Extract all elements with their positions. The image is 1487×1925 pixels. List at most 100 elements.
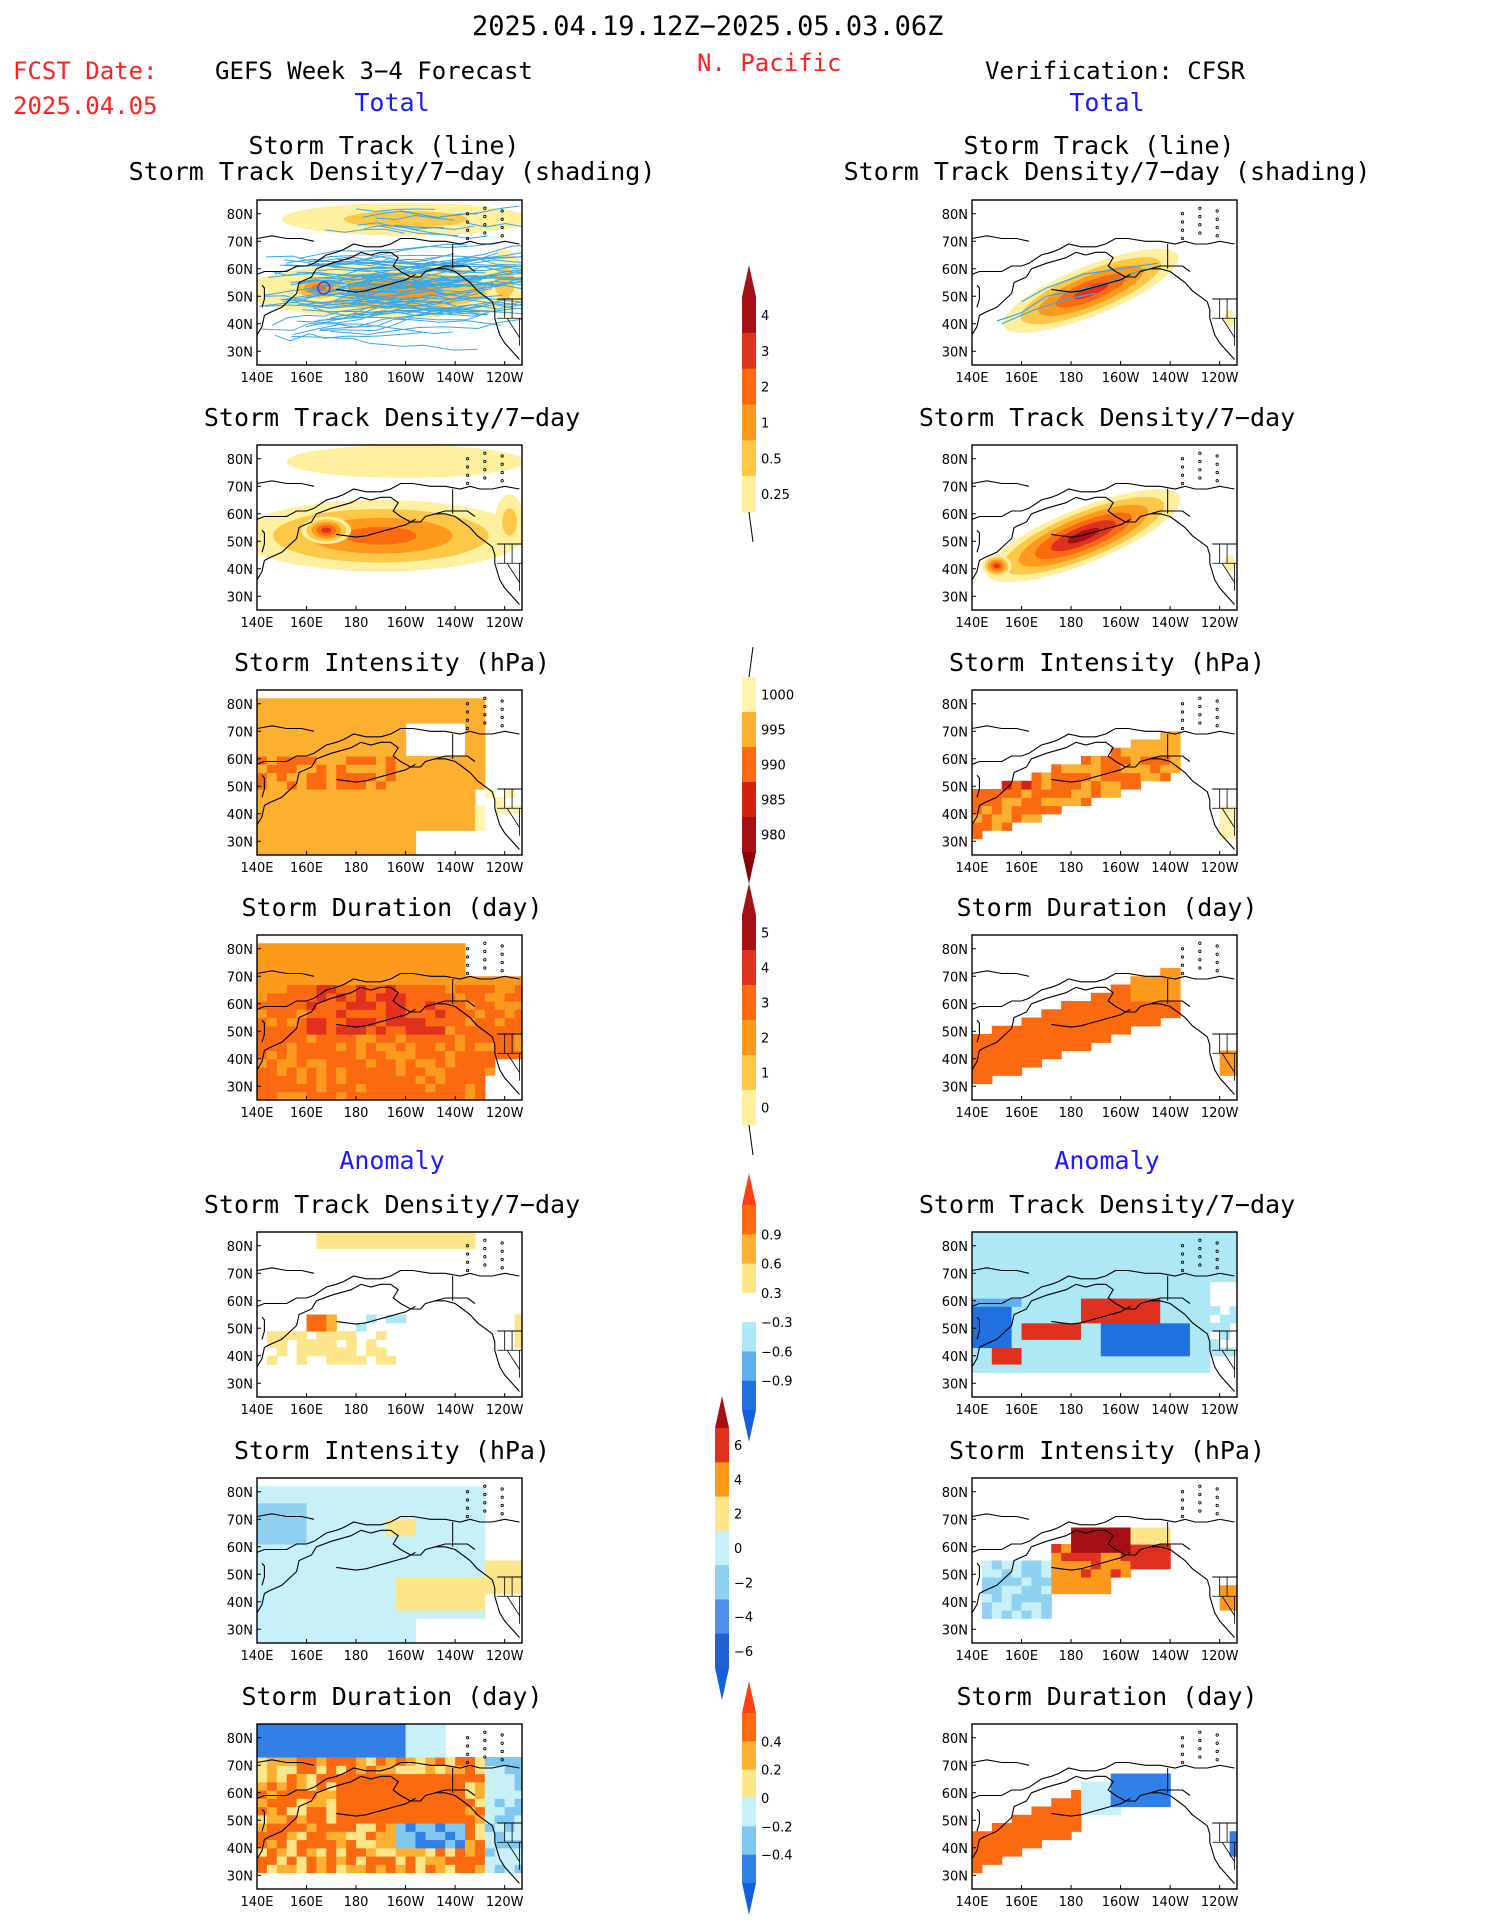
shade-cell <box>1130 1339 1142 1349</box>
lon-tick-label: 180 <box>344 1649 369 1664</box>
colorbar-segment <box>742 712 756 748</box>
shade-cell <box>494 1856 506 1865</box>
shade-cell <box>286 1331 298 1340</box>
shade-cell <box>257 1577 268 1586</box>
coastline <box>976 1316 980 1340</box>
island <box>483 941 487 945</box>
lon-tick-label: 140E <box>240 1895 273 1910</box>
shade-cell <box>375 1626 387 1636</box>
shade-cell <box>1080 1273 1092 1283</box>
shade-cell <box>1061 1240 1072 1250</box>
shade-cell <box>1130 1017 1142 1027</box>
shade-cell <box>1180 1364 1191 1373</box>
shade-cell <box>266 1847 278 1857</box>
shade-cell <box>375 1781 387 1791</box>
shade-cell <box>266 1634 278 1643</box>
shade-cell <box>1041 1042 1052 1052</box>
shade-cell <box>375 780 387 790</box>
shade-cell <box>1110 747 1122 757</box>
shade-cell <box>1071 1265 1082 1274</box>
shade-cell <box>296 1511 308 1520</box>
lon-tick-label: 160W <box>1102 861 1140 876</box>
shade-cell <box>336 706 347 716</box>
island <box>1180 212 1185 216</box>
shade-cell <box>1021 789 1033 798</box>
shade-cell <box>474 1814 486 1824</box>
shade-cell <box>326 1864 337 1874</box>
lon-tick-label: 180 <box>344 1403 369 1418</box>
shade-cell <box>286 747 298 757</box>
lat-tick-label: 70N <box>227 1759 253 1774</box>
storm-track-line <box>272 299 421 326</box>
shade-cell <box>1219 805 1231 815</box>
colorbar-label: 0.3 <box>761 1287 782 1302</box>
shade-cell <box>1011 1347 1023 1357</box>
shade-cell <box>395 789 407 798</box>
coastline <box>1150 1789 1191 1796</box>
island <box>1215 470 1219 475</box>
shade-cell <box>257 1601 268 1611</box>
shade-cell <box>296 1724 308 1733</box>
shade-cell <box>445 813 456 823</box>
shade-cell <box>257 1017 268 1027</box>
shade-cell <box>465 1568 476 1578</box>
shade-cell <box>1130 1306 1142 1316</box>
lat-tick-label: 40N <box>227 563 253 578</box>
shade-cell <box>425 797 436 807</box>
map-frame <box>971 689 1238 856</box>
coastlines <box>257 1730 520 1884</box>
shade-cell <box>1219 1050 1231 1060</box>
shade-cell <box>1110 1568 1122 1578</box>
lat-tick-label: 30N <box>942 835 968 850</box>
shade-cell <box>336 959 347 969</box>
shade-cell <box>504 976 516 986</box>
shade-cell <box>465 764 476 774</box>
shade-cell <box>395 739 407 749</box>
shade-cell <box>981 1577 993 1586</box>
shade-cell <box>326 1585 337 1595</box>
shade-cell <box>445 1527 456 1537</box>
shade-cell <box>385 1502 397 1512</box>
shade-cell <box>1071 1535 1082 1545</box>
shade-cell <box>1041 1306 1052 1316</box>
shade-cell <box>356 1083 367 1093</box>
shade-cell <box>356 1560 367 1570</box>
lon-tick-label: 140W <box>436 1403 474 1418</box>
shade-cell <box>356 1781 367 1791</box>
shade-cell <box>257 1823 268 1832</box>
shade-cell <box>276 1009 288 1019</box>
shade-cell <box>276 1732 288 1742</box>
shade-cell <box>991 1610 1003 1619</box>
shade-cell <box>474 1034 486 1043</box>
coastlines <box>257 206 520 360</box>
shade-cell <box>1219 1232 1231 1241</box>
shade-cell <box>1219 1314 1231 1324</box>
shade-cell <box>257 1610 268 1619</box>
shade-cell <box>1160 1232 1171 1241</box>
state-line <box>1221 563 1235 583</box>
shade-cell <box>395 1535 407 1545</box>
shade-cell <box>1001 1610 1013 1619</box>
shade-cell <box>474 1502 486 1512</box>
storm-track-line <box>1001 292 1096 325</box>
shade-cell <box>346 1593 357 1603</box>
shade-cell <box>405 1610 417 1619</box>
shade-cell <box>365 1025 377 1035</box>
shade-cell <box>425 959 436 969</box>
shade-cell <box>415 1577 427 1586</box>
shade-cell <box>474 772 486 782</box>
shade-cell <box>356 838 367 848</box>
shade-cell <box>266 1765 278 1775</box>
shade-cell <box>991 1331 1003 1340</box>
shade-cell <box>326 1075 337 1085</box>
shade-cell <box>316 1527 327 1537</box>
shade-cell <box>375 1058 387 1068</box>
coastline <box>1051 1305 1131 1325</box>
shade-cell <box>306 976 318 986</box>
shade-cell <box>266 813 278 823</box>
shade-cell <box>445 1601 456 1611</box>
shade-cell <box>356 1626 367 1636</box>
shade-cell <box>257 1856 268 1865</box>
shade-cell <box>1071 1042 1082 1052</box>
shade-cell <box>276 1773 288 1783</box>
